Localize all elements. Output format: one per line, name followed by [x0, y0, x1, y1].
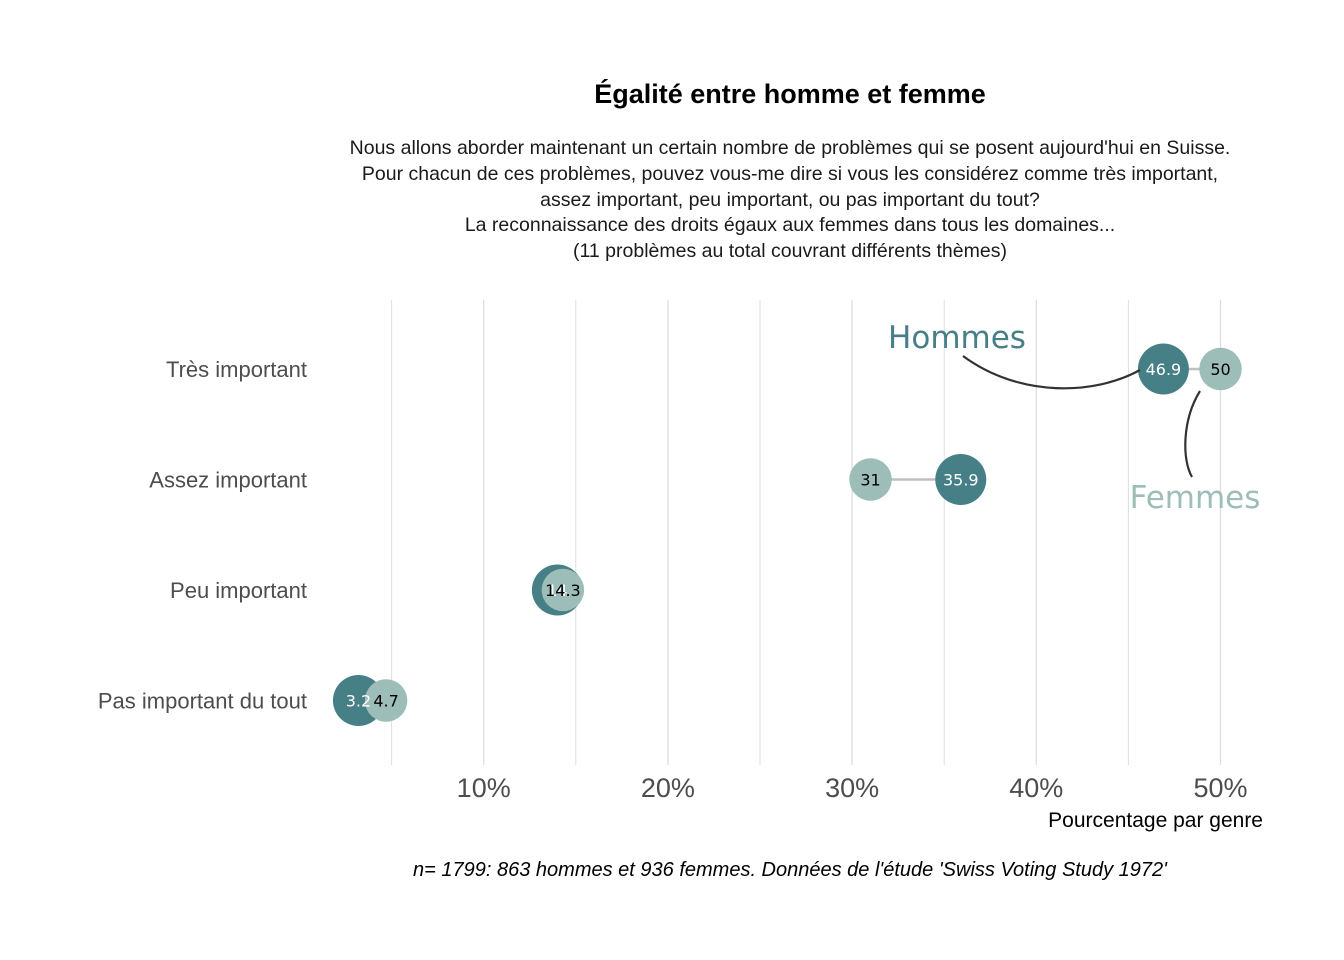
x-axis-label: Pourcentage par genre — [1048, 809, 1263, 832]
category-axis: Très important Assez important Peu importa… — [98, 357, 307, 714]
x-tick-label: 40% — [1009, 773, 1063, 803]
hommes-annotation-arrow — [962, 355, 1141, 390]
x-tick-label: 20% — [641, 773, 695, 803]
femmes-point — [364, 679, 408, 722]
hommes-value-label: 35.9 — [943, 471, 979, 490]
femmes-point — [541, 568, 585, 612]
femmes-value-label: 4.7 — [373, 692, 398, 711]
chart-subtitle-line-4: La reconnaissance des droits égaux aux f… — [465, 214, 1115, 236]
grid — [391, 300, 1222, 765]
femmes-value-label: 31 — [860, 471, 880, 490]
hommes-point — [935, 454, 987, 505]
chart-subtitle-line-5: (11 problèmes au total couvrant différen… — [573, 240, 1007, 262]
chart-subtitle-line-3: assez important, peu important, ou pas i… — [540, 189, 1040, 211]
femmes-annotation-arrow — [1184, 390, 1201, 478]
hommes-value-label: 46.9 — [1146, 360, 1182, 379]
chart-subtitle-line-1: Nous allons aborder maintenant un certai… — [350, 137, 1231, 159]
chart-subtitle-line-2: Pour chacun de ces problèmes, pouvez vou… — [362, 163, 1218, 185]
category-label: Très important — [166, 357, 307, 382]
femmes-point — [1199, 347, 1242, 391]
connectors — [358, 367, 1221, 702]
hommes-value-label: 3.2 — [346, 692, 371, 711]
category-label: Pas important du tout — [98, 689, 307, 714]
chart-caption: n= 1799: 863 hommes et 936 femmes. Donné… — [413, 859, 1168, 881]
chart-title: Égalité entre homme et femme — [594, 78, 986, 109]
hommes-annotation: Hommes — [888, 320, 1026, 356]
category-label: Assez important — [149, 468, 307, 493]
category-label: Peu important — [170, 578, 307, 603]
x-tick-label: 50% — [1193, 773, 1247, 803]
series-annotations: Hommes Femmes — [888, 320, 1260, 516]
femmes-point — [849, 458, 892, 501]
x-tick-label: 10% — [457, 773, 511, 803]
hommes-point — [1137, 343, 1189, 395]
femmes-annotation: Femmes — [1130, 480, 1261, 516]
hommes-value-label: 14 — [547, 581, 567, 600]
x-tick-label: 30% — [825, 773, 879, 803]
femmes-value-label: 14.3 — [545, 581, 581, 600]
femmes-value-label: 50 — [1210, 360, 1230, 379]
x-axis: 10% 20% 30% 40% 50% — [457, 773, 1248, 803]
